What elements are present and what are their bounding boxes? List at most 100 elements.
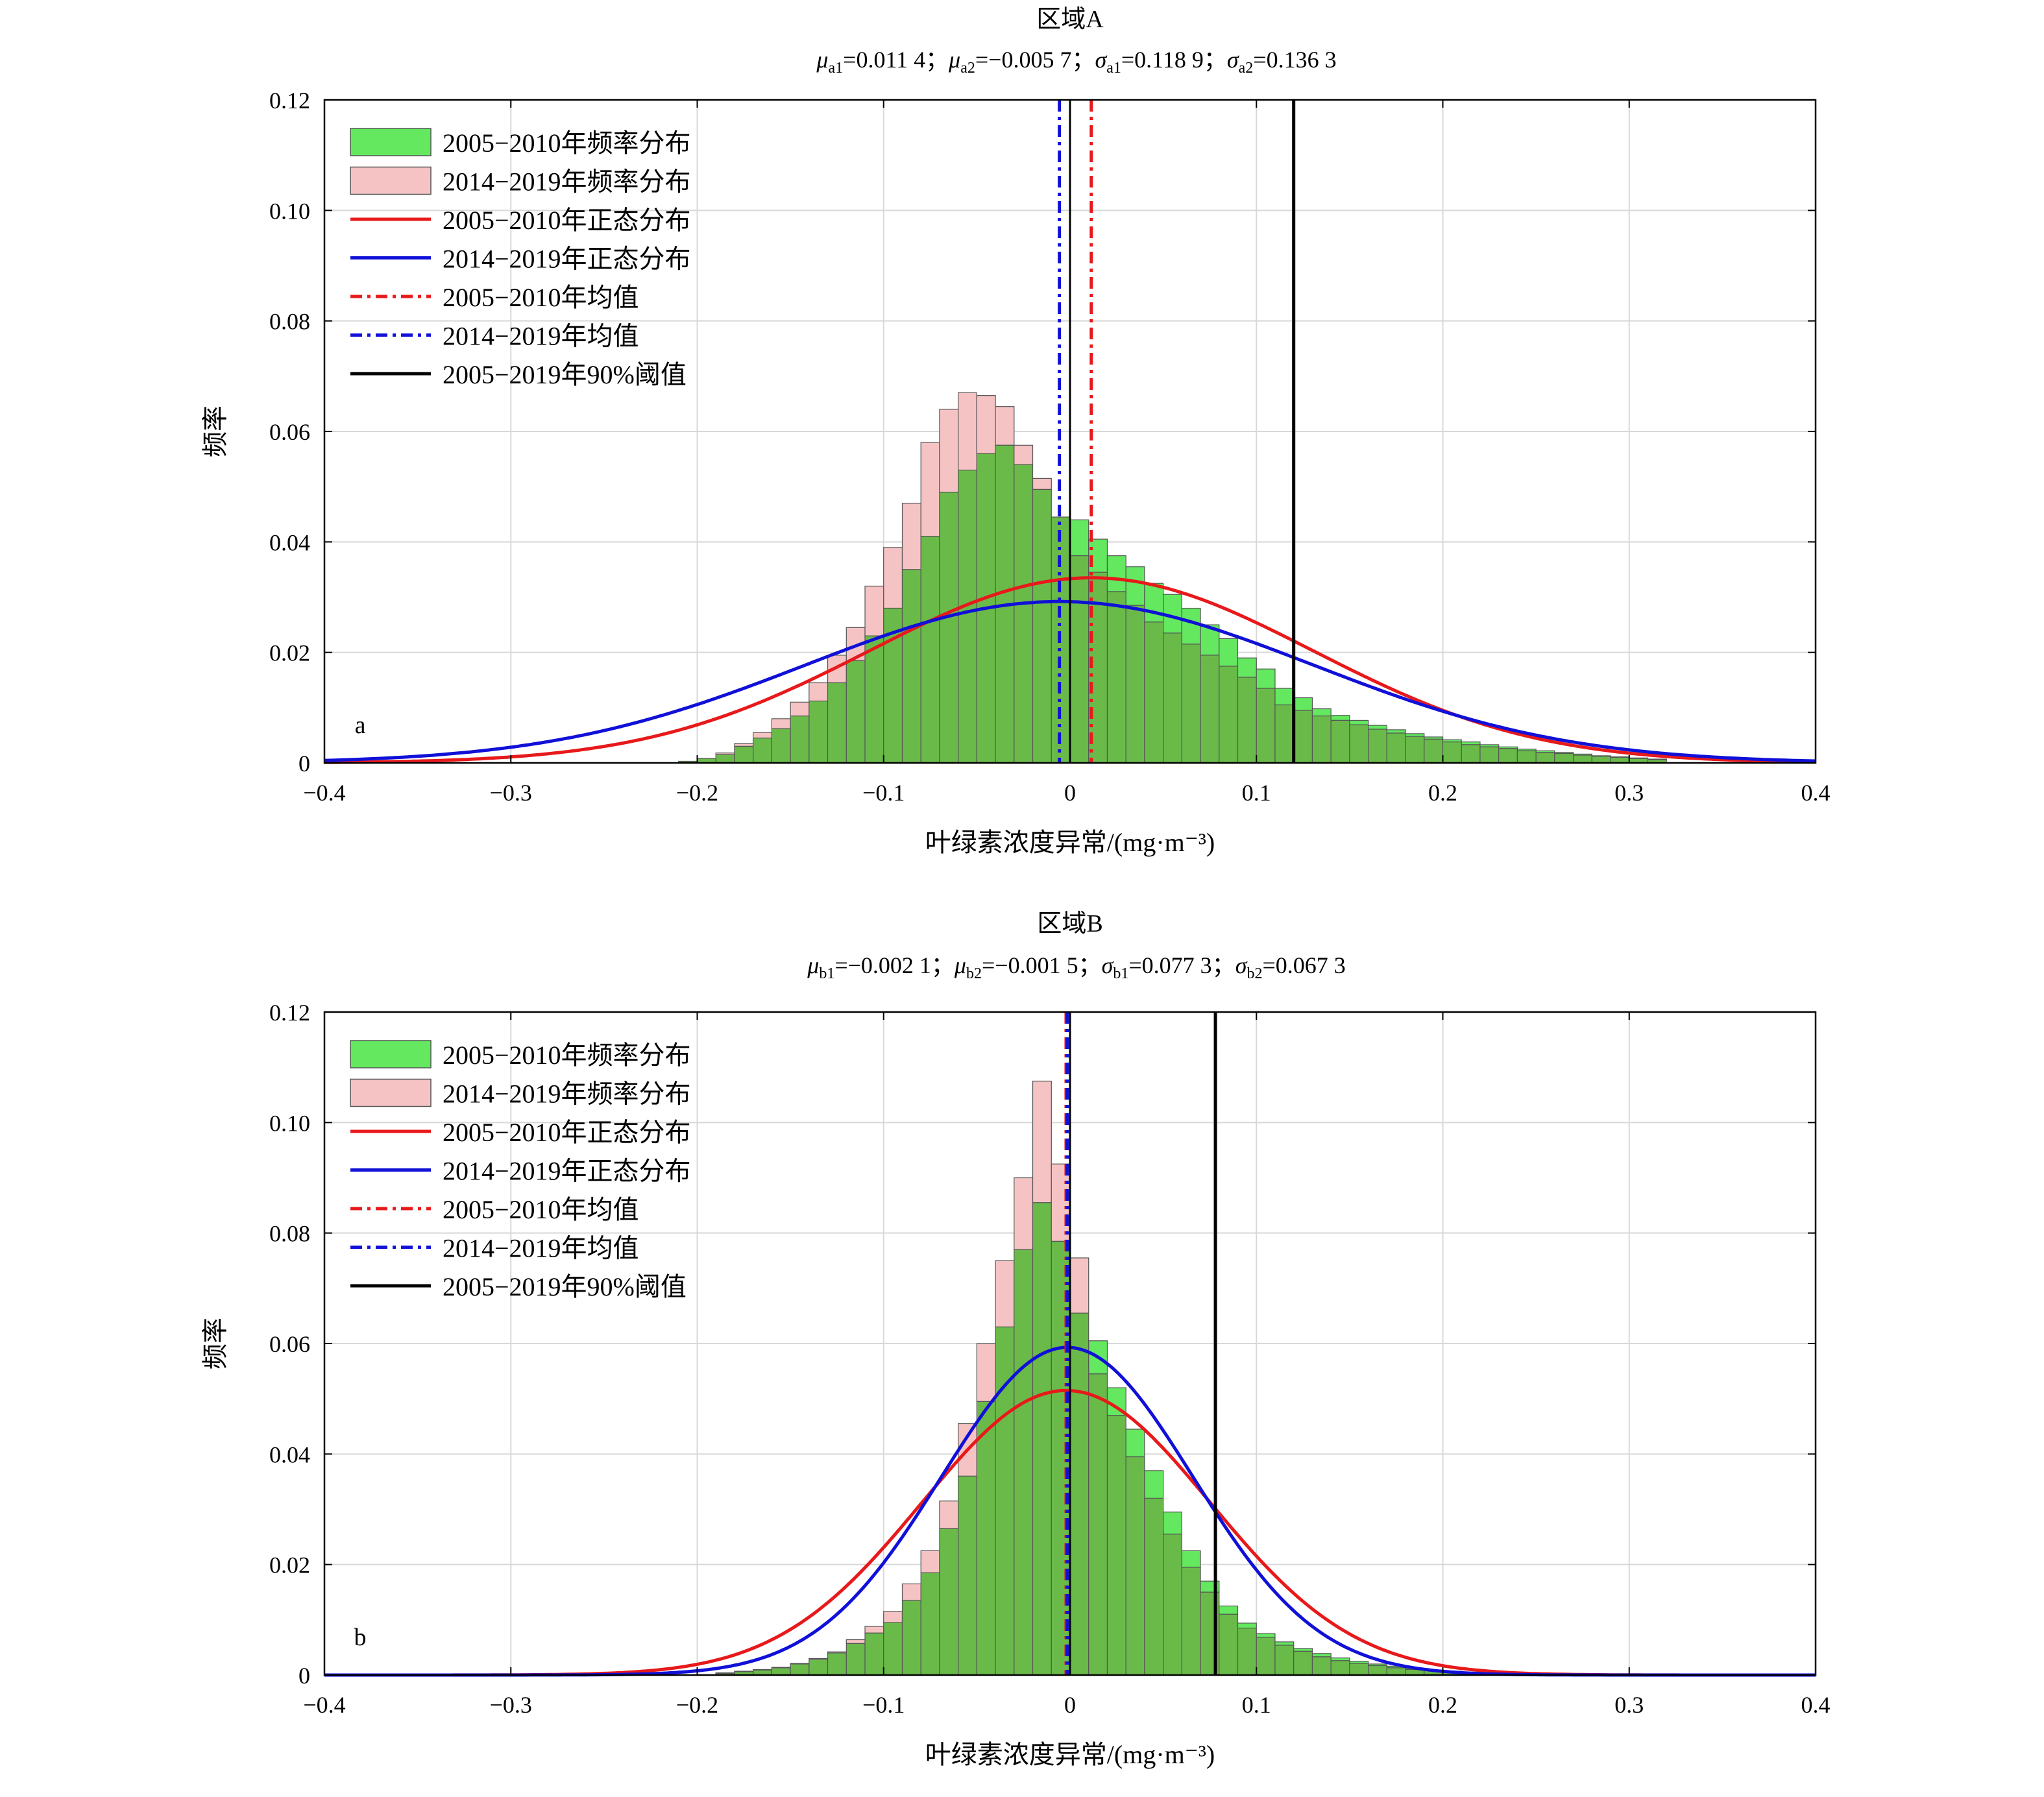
hist-bar-overlap [1144,621,1164,764]
hist-bar-2005-2010 [1330,715,1350,721]
hist-bar-overlap [1256,688,1276,764]
chart-title: 区域A [1036,6,1104,33]
hist-bar-overlap [1106,591,1126,764]
hist-bar-overlap [1405,736,1425,764]
y-tick-label: 0 [298,751,310,777]
hist-bar-2005-2010 [1405,733,1425,737]
panel-letter: a [355,712,366,739]
hist-bar-2014-2019 [995,1260,1015,1328]
hist-bar-2014-2019 [790,701,810,717]
chart-subtitle: μa1=0.011 4；μa2=−0.005 7；σa1=0.118 9；σa2… [816,47,1336,77]
hist-bar-overlap [753,738,773,764]
hist-bar-2005-2010 [1311,1653,1332,1658]
hist-bar-overlap [846,660,866,764]
hist-bar-overlap [1274,704,1295,764]
hist-bar-2014-2019 [939,409,959,493]
hist-bar-overlap [920,536,940,764]
hist-bar-overlap [901,569,921,764]
hist-bar-2005-2010 [1311,708,1332,717]
legend-label: 2005−2010年均值 [443,1195,639,1224]
hist-bar-overlap [883,1622,903,1676]
hist-bar-overlap [1311,1656,1332,1676]
legend-label: 2014−2019年频率分布 [443,167,691,197]
hist-bar-2014-2019 [995,406,1015,446]
x-tick-label: 0.3 [1614,780,1644,806]
hist-bar-2014-2019 [920,442,940,537]
subtitle-value: =−0.002 1； [834,952,955,978]
hist-bar-2014-2019 [809,682,829,702]
y-tick-label: 0.02 [269,640,310,666]
hist-bar-overlap [1610,756,1630,764]
y-tick-label: 0 [298,1663,310,1689]
hist-bar-2005-2010 [1069,519,1089,557]
hist-bar-overlap [1349,724,1369,764]
x-tick-label: 0.1 [1242,780,1271,806]
y-tick-label: 0.04 [269,1441,310,1467]
hist-bar-overlap [1386,732,1406,764]
hist-bar-2005-2010 [1125,1429,1145,1458]
subtitle-value: =0.077 3； [1128,952,1235,978]
legend-swatch-hist-2005-2010 [350,1040,432,1068]
subtitle-subscript: a1 [1106,60,1121,77]
x-tick-label: 0.1 [1242,1692,1271,1718]
hist-bar-overlap [864,1632,884,1676]
hist-bar-2005-2010 [1219,1605,1239,1615]
hist-bar-overlap [1424,738,1444,764]
subtitle-symbol: σ [1102,952,1114,978]
hist-bar-overlap [1293,1650,1313,1676]
hist-bar-2005-2010 [1237,1622,1257,1629]
legend-label: 2005−2019年90%阈值 [443,1272,687,1301]
hist-bar-overlap [1293,710,1313,764]
hist-bar-2005-2010 [1106,555,1126,592]
subtitle-subscript: b1 [1113,965,1128,982]
hist-bar-overlap [901,1600,921,1676]
hist-bar-overlap [1069,1312,1089,1676]
hist-bar-2014-2019 [1014,444,1034,465]
y-tick-label: 0.06 [269,419,310,445]
hist-bar-2014-2019 [901,1583,921,1601]
hist-bar-2005-2010 [1237,657,1257,678]
hist-bar-overlap [827,1652,847,1676]
hist-bar-overlap [1368,729,1387,764]
legend-label: 2005−2010年频率分布 [443,1041,691,1070]
hist-bar-2005-2010 [1293,697,1313,711]
hist-bar-2005-2010 [1274,688,1295,706]
hist-bar-2014-2019 [883,547,903,609]
subtitle-value: =−0.005 7； [975,47,1095,73]
x-tick-label: −0.4 [303,780,345,806]
hist-bar-2005-2010 [1144,1470,1164,1499]
hist-bar-overlap [1163,1534,1182,1676]
hist-bar-overlap [1200,655,1220,764]
hist-bar-2014-2019 [1032,477,1052,490]
hist-bar-2014-2019 [864,1626,884,1634]
legend-label: 2005−2019年90%阈值 [443,360,687,389]
hist-bar-2005-2010 [1181,607,1201,645]
hist-bar-overlap [1349,1663,1369,1676]
hist-bar-overlap [1014,464,1034,764]
subtitle-value: =−0.001 5； [982,952,1102,978]
legend: 2005−2010年频率分布 2014−2019年频率分布 2005−2010年正态… [350,128,691,389]
hist-bar-2005-2010 [1368,725,1387,730]
subtitle-subscript: a1 [828,60,843,77]
subtitle-value: =0.011 4； [843,47,949,73]
legend-label: 2005−2010年频率分布 [443,128,691,158]
subtitle-symbol: σ [1095,47,1107,73]
subtitle-value: =0.136 3 [1253,47,1336,73]
subtitle-symbol: μ [948,47,960,73]
y-tick-label: 0.08 [269,1221,310,1247]
hist-bar-overlap [1535,752,1555,764]
panel-letter: b [354,1624,367,1651]
legend-label: 2014−2019年均值 [443,1234,639,1263]
hist-bar-overlap [790,716,810,764]
y-tick-label: 0.10 [269,1110,310,1136]
hist-bar-overlap [734,745,754,764]
hist-bar-overlap [846,1643,866,1676]
legend-label: 2014−2019年均值 [443,322,639,351]
hist-bar-overlap [1014,1249,1034,1676]
subtitle-symbol: σ [1227,47,1239,73]
hist-bar-2014-2019 [976,395,996,454]
hist-bar-2005-2010 [1256,668,1276,689]
hist-bar-overlap [809,701,829,764]
y-tick-label: 0.02 [269,1552,310,1578]
